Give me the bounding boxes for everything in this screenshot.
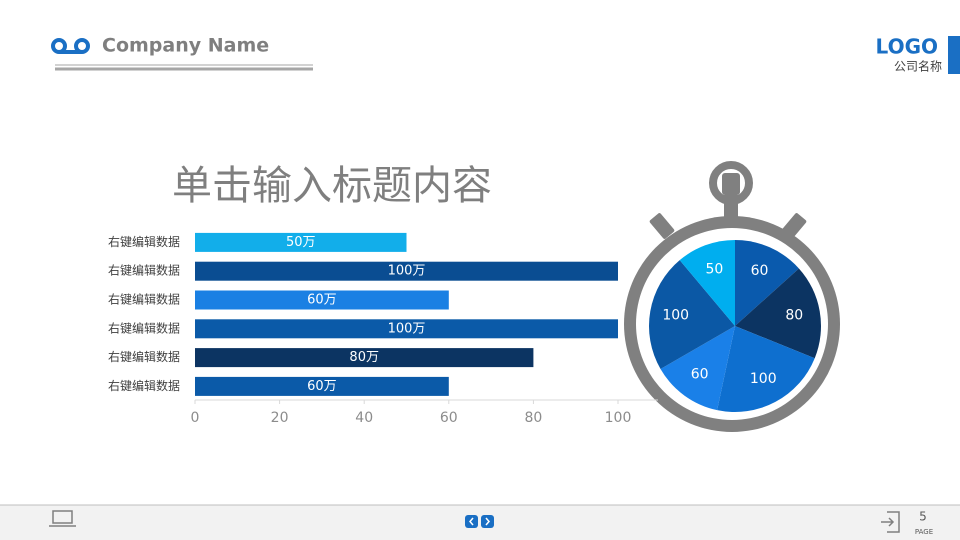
pie-slice [735, 268, 821, 359]
x-tick-label: 0 [191, 410, 200, 426]
pie-label: 100 [662, 308, 689, 324]
bar-value-label: 80万 [349, 350, 379, 365]
bar-value-label: 60万 [307, 379, 337, 394]
category-label: 右键编辑数据 [108, 378, 180, 393]
bar [195, 261, 618, 281]
chart-title: 单击输入标题内容 [172, 163, 492, 209]
logo-bar [948, 36, 960, 74]
category-label: 右键编辑数据 [108, 234, 180, 249]
bar-value-label: 60万 [307, 293, 337, 308]
exit-icon [881, 511, 900, 533]
pie-slice [735, 240, 799, 326]
pie-label: 50 [705, 261, 723, 277]
category-label: 右键编辑数据 [108, 320, 180, 335]
x-tick-label: 40 [355, 410, 373, 426]
pie-slice [660, 326, 735, 411]
category-label: 右键编辑数据 [108, 263, 180, 278]
bar [195, 319, 618, 339]
pie-label: 80 [785, 308, 803, 324]
page-number: 5 [919, 510, 927, 524]
bar [195, 348, 534, 368]
pie-slice [679, 240, 735, 326]
pie-slice [717, 326, 815, 412]
pie-label: 60 [751, 263, 769, 279]
company-name: Company Name [102, 35, 269, 57]
page-label: PAGE [915, 528, 933, 536]
laptop-icon [49, 510, 76, 527]
bar [195, 290, 449, 310]
prev-button[interactable] [465, 515, 478, 528]
bar-value-label: 100万 [388, 264, 426, 279]
pie-label: 60 [691, 367, 709, 383]
pie-slice [648, 260, 735, 369]
footer-band [0, 505, 960, 540]
logo-text: LOGO [876, 35, 938, 59]
x-tick-label: 20 [271, 410, 289, 426]
category-label: 右键编辑数据 [108, 292, 180, 307]
x-tick-label: 100 [605, 410, 632, 426]
bar [195, 376, 449, 396]
logo-subtitle: 公司名称 [894, 59, 942, 74]
x-tick-label: 60 [440, 410, 458, 426]
header-icon [51, 38, 90, 54]
bar-value-label: 50万 [286, 235, 316, 250]
bar-value-label: 100万 [388, 321, 426, 336]
bar [195, 232, 407, 252]
pie-label: 100 [750, 371, 777, 387]
x-tick-label: 80 [524, 410, 542, 426]
next-button[interactable] [481, 515, 494, 528]
category-label: 右键编辑数据 [108, 349, 180, 364]
